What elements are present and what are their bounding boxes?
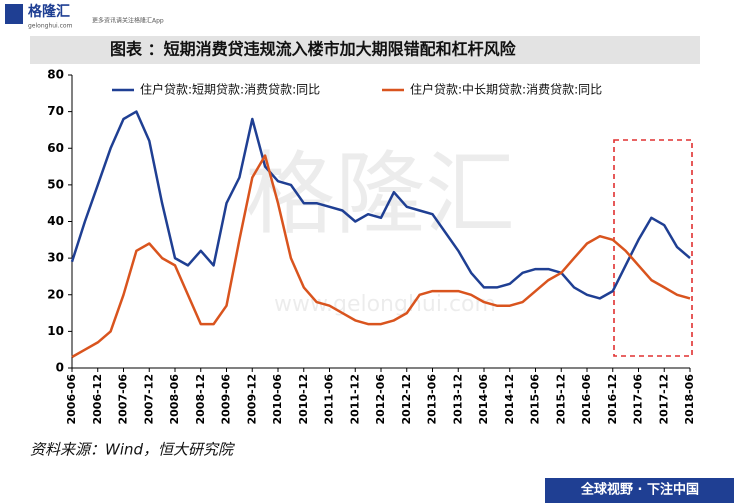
legend-label: 住户贷款:短期贷款:消费贷款:同比 — [140, 82, 320, 97]
y-tick-label: 60 — [47, 141, 64, 155]
slogan: 全球视野 · 下注中国 — [580, 482, 699, 498]
tagline: 更多资讯请关注格隆汇App — [92, 17, 164, 25]
x-tick-label: 2009-12 — [245, 374, 258, 425]
x-tick-label: 2015-06 — [529, 374, 542, 425]
x-tick-label: 2013-12 — [451, 374, 464, 425]
x-tick-label: 2016-06 — [580, 374, 593, 425]
logo-url: gelonghui.com — [28, 23, 73, 30]
x-tick-label: 2012-12 — [400, 374, 413, 425]
x-tick-label: 2014-12 — [503, 374, 516, 425]
y-tick-label: 10 — [47, 324, 64, 338]
x-tick-label: 2010-12 — [297, 374, 310, 425]
highlight-box — [613, 139, 693, 357]
y-tick-label: 80 — [47, 68, 64, 82]
y-tick-label: 40 — [47, 214, 64, 228]
chart-title: 图表 ：短期消费贷违规流入楼市加大期限错配和杠杆风险 — [110, 40, 517, 59]
logo-icon — [5, 4, 23, 24]
series-line — [70, 110, 691, 300]
watermark: 格隆汇 — [245, 142, 515, 247]
x-tick-label: 2018-06 — [683, 374, 696, 425]
y-tick-label: 50 — [47, 177, 64, 191]
x-tick-label: 2017-06 — [632, 374, 645, 425]
x-tick-label: 2008-12 — [194, 374, 207, 425]
x-tick-label: 2011-12 — [348, 374, 361, 425]
x-tick-label: 2008-06 — [168, 374, 181, 425]
x-tick-label: 2011-06 — [323, 374, 336, 425]
y-tick-label: 20 — [47, 287, 64, 301]
y-tick-label: 70 — [47, 104, 64, 118]
x-tick-label: 2017-12 — [657, 374, 670, 425]
x-tick-label: 2016-12 — [606, 374, 619, 425]
x-tick-label: 2009-06 — [220, 374, 233, 425]
slogan-bar — [545, 478, 734, 503]
x-tick-label: 2006-06 — [65, 374, 78, 425]
y-tick-label: 30 — [47, 251, 64, 265]
x-tick-label: 2012-06 — [374, 374, 387, 425]
x-tick-label: 2015-12 — [554, 374, 567, 425]
source: 资料来源：Wind，恒大研究院 — [30, 441, 235, 459]
watermark-url: www.gelonghui.com — [274, 292, 496, 317]
series-line — [71, 154, 691, 359]
x-tick-label: 2006-12 — [91, 374, 104, 425]
x-tick-label: 2007-06 — [117, 374, 130, 425]
x-tick-label: 2010-06 — [271, 374, 284, 425]
logo: 格隆汇 — [28, 3, 70, 20]
x-tick-label: 2007-12 — [142, 374, 155, 425]
legend-label: 住户贷款:中长期贷款:消费贷款:同比 — [410, 82, 602, 97]
x-tick-label: 2013-06 — [426, 374, 439, 425]
x-tick-label: 2014-06 — [477, 374, 490, 425]
title-bar — [30, 36, 700, 64]
y-tick-label: 0 — [56, 361, 64, 375]
